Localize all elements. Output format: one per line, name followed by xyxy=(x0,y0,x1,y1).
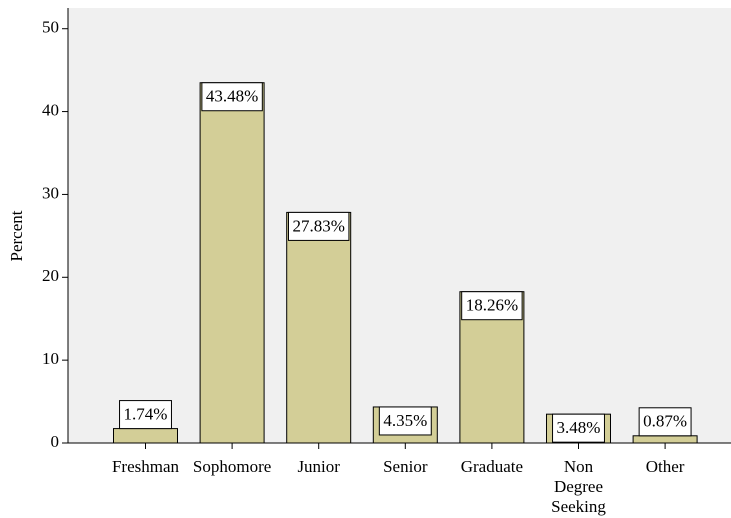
y-tick-label: 40 xyxy=(42,100,59,119)
value-label: 4.35% xyxy=(383,411,427,430)
x-tick-label: Freshman xyxy=(112,457,180,476)
y-axis-label: Percent xyxy=(7,210,26,261)
value-label-group: 0.87% xyxy=(638,407,692,437)
value-label-box xyxy=(461,291,523,321)
value-label-box xyxy=(638,407,692,437)
value-label: 3.48% xyxy=(557,418,601,437)
plot-area xyxy=(68,8,731,443)
bar xyxy=(632,435,698,444)
value-label-group: 27.83% xyxy=(287,211,350,241)
value-label-group: 4.35% xyxy=(378,406,432,436)
bar xyxy=(199,82,265,444)
value-label-group: 1.74% xyxy=(119,400,172,430)
x-tick-label: Other xyxy=(646,457,685,476)
bar xyxy=(113,428,178,444)
value-label: 18.26% xyxy=(466,296,518,315)
x-tick-label: Junior xyxy=(297,457,340,476)
value-label-box xyxy=(378,406,432,436)
x-tick-label: Graduate xyxy=(461,457,523,476)
value-label-group: 43.48% xyxy=(201,82,263,112)
y-tick-label: 20 xyxy=(42,266,59,285)
value-label: 1.74% xyxy=(124,404,168,423)
value-label-box xyxy=(119,400,172,430)
value-label-group: 3.48% xyxy=(552,413,605,443)
bar xyxy=(286,211,352,444)
value-label-box xyxy=(287,211,350,241)
value-label-group: 18.26% xyxy=(461,291,523,321)
y-tick-label: 0 xyxy=(51,432,60,451)
value-label-box xyxy=(552,413,605,443)
value-label: 43.48% xyxy=(206,87,258,106)
value-label-box xyxy=(201,82,263,112)
value-label: 27.83% xyxy=(292,216,344,235)
x-tick-label: Sophomore xyxy=(193,457,271,476)
y-tick-label: 10 xyxy=(42,349,59,368)
value-label: 0.87% xyxy=(643,412,687,431)
x-tick-label: Non Degree Seeking xyxy=(551,457,606,516)
y-tick-label: 50 xyxy=(42,18,59,37)
y-tick-label: 30 xyxy=(42,183,59,202)
x-tick-label: Senior xyxy=(383,457,428,476)
